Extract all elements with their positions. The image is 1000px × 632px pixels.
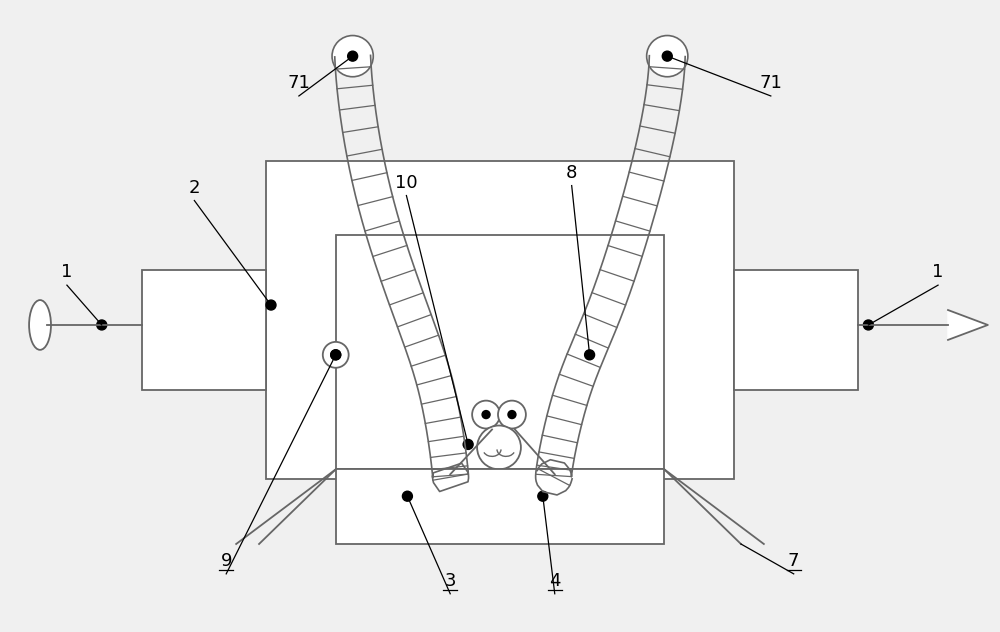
Circle shape <box>647 35 688 76</box>
Text: 9: 9 <box>220 552 232 570</box>
Polygon shape <box>948 310 988 340</box>
Circle shape <box>266 300 276 310</box>
Circle shape <box>538 491 548 501</box>
Circle shape <box>585 350 595 360</box>
Bar <box>336 470 664 544</box>
Text: 71: 71 <box>759 74 782 92</box>
Circle shape <box>323 342 349 368</box>
Bar <box>734 270 858 390</box>
Circle shape <box>477 425 521 470</box>
Text: 1: 1 <box>932 263 944 281</box>
Circle shape <box>863 320 873 330</box>
Bar <box>336 235 664 470</box>
Text: 7: 7 <box>788 552 799 570</box>
Circle shape <box>482 411 490 418</box>
Circle shape <box>332 35 373 76</box>
Ellipse shape <box>29 300 51 350</box>
Circle shape <box>97 320 107 330</box>
Text: 10: 10 <box>395 174 418 191</box>
Circle shape <box>402 491 412 501</box>
Circle shape <box>662 51 672 61</box>
Text: 71: 71 <box>287 74 310 92</box>
Circle shape <box>472 401 500 428</box>
Circle shape <box>331 350 341 360</box>
Circle shape <box>348 51 358 61</box>
Text: 4: 4 <box>549 572 561 590</box>
Bar <box>142 270 266 390</box>
Text: 2: 2 <box>189 178 200 197</box>
Circle shape <box>508 411 516 418</box>
Text: 1: 1 <box>61 263 73 281</box>
Bar <box>266 161 734 479</box>
Circle shape <box>498 401 526 428</box>
Text: 3: 3 <box>444 572 456 590</box>
Circle shape <box>463 439 473 449</box>
Text: 8: 8 <box>566 164 577 181</box>
Circle shape <box>331 350 341 360</box>
